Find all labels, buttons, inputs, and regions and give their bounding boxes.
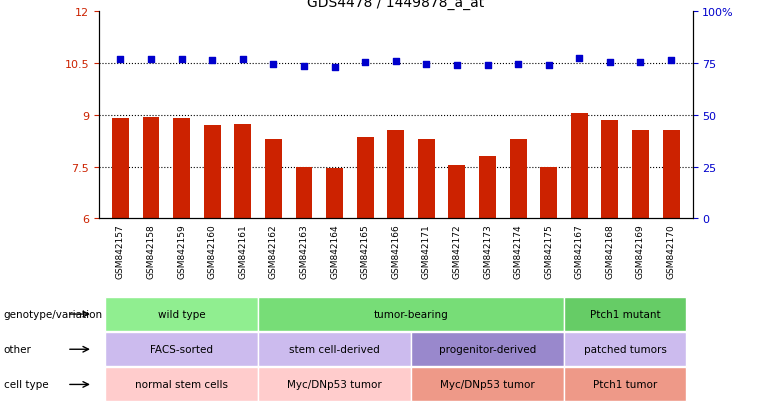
Title: GDS4478 / 1449878_a_at: GDS4478 / 1449878_a_at: [307, 0, 484, 10]
Bar: [479, 157, 496, 219]
Point: [603, 59, 616, 66]
Point: [665, 58, 677, 64]
Text: cell type: cell type: [4, 380, 49, 389]
Text: stem cell-derived: stem cell-derived: [289, 344, 380, 354]
Text: genotype/variation: genotype/variation: [4, 309, 103, 319]
Point: [420, 62, 432, 68]
Text: patched tumors: patched tumors: [584, 344, 667, 354]
Bar: [357, 138, 374, 219]
Bar: [510, 140, 527, 219]
Bar: [540, 167, 557, 219]
Point: [145, 57, 157, 63]
Point: [635, 59, 647, 66]
Text: progenitor-derived: progenitor-derived: [439, 344, 537, 354]
Point: [451, 62, 463, 69]
Bar: [112, 119, 129, 219]
Point: [114, 57, 126, 63]
Point: [267, 62, 279, 68]
Bar: [448, 166, 465, 219]
Bar: [571, 114, 587, 219]
Bar: [387, 131, 404, 219]
Text: wild type: wild type: [158, 309, 205, 319]
Bar: [663, 131, 680, 219]
Bar: [326, 169, 343, 219]
Bar: [234, 124, 251, 219]
Bar: [601, 121, 618, 219]
Text: FACS-sorted: FACS-sorted: [150, 344, 213, 354]
Bar: [204, 126, 221, 219]
Bar: [174, 119, 190, 219]
Text: Myc/DNp53 tumor: Myc/DNp53 tumor: [440, 380, 535, 389]
Point: [237, 57, 249, 63]
Text: other: other: [4, 344, 32, 354]
Point: [329, 65, 341, 71]
Text: Ptch1 mutant: Ptch1 mutant: [590, 309, 661, 319]
Point: [543, 62, 555, 69]
Bar: [265, 140, 282, 219]
Text: tumor-bearing: tumor-bearing: [374, 309, 448, 319]
Point: [390, 59, 402, 66]
Text: normal stem cells: normal stem cells: [135, 380, 228, 389]
Bar: [142, 117, 159, 219]
Point: [176, 57, 188, 63]
Bar: [418, 140, 435, 219]
Text: Myc/DNp53 tumor: Myc/DNp53 tumor: [287, 380, 382, 389]
Point: [573, 56, 585, 62]
Bar: [632, 131, 649, 219]
Bar: [295, 167, 312, 219]
Point: [512, 62, 524, 68]
Point: [359, 60, 371, 66]
Point: [482, 62, 494, 69]
Point: [206, 57, 218, 64]
Text: Ptch1 tumor: Ptch1 tumor: [593, 380, 658, 389]
Point: [298, 64, 310, 70]
